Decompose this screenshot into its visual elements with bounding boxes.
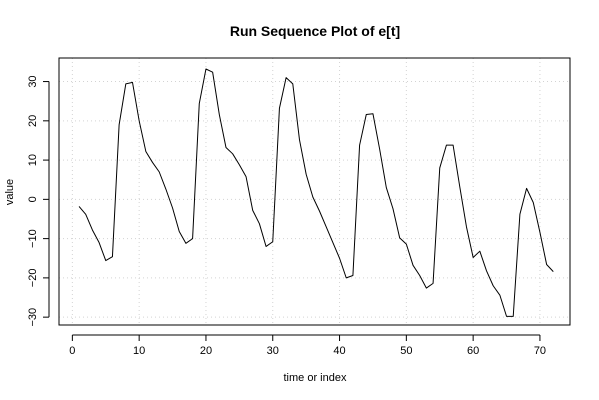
x-tick-label: 10 [133, 345, 145, 357]
y-tick-label: 30 [27, 75, 39, 87]
series-layer [78, 68, 554, 317]
x-axis: 0 10 20 30 40 50 60 70 [69, 334, 546, 357]
x-tick-label: 30 [267, 345, 279, 357]
y-tick-label: 20 [27, 115, 39, 127]
x-tick-label: 40 [333, 345, 345, 357]
plot-frame [58, 57, 571, 326]
grid [59, 58, 570, 325]
y-tick-label: −20 [27, 269, 39, 288]
x-tick-label: 70 [534, 345, 546, 357]
y-tick-label: −10 [27, 229, 39, 248]
y-tick-label: −30 [27, 308, 39, 327]
x-tick-label: 0 [69, 345, 75, 357]
x-tick-label: 20 [200, 345, 212, 357]
x-tick-label: 50 [400, 345, 412, 357]
series-line [78, 68, 554, 317]
x-axis-label: time or index [284, 372, 347, 384]
y-axis: −30 −20 −10 0 10 20 30 [27, 75, 50, 327]
y-tick-label: 10 [27, 154, 39, 166]
y-tick-label: 0 [27, 196, 39, 202]
x-tick-label: 60 [467, 345, 479, 357]
chart-title: Run Sequence Plot of e[t] [230, 23, 400, 39]
y-axis-label: value [4, 179, 16, 205]
